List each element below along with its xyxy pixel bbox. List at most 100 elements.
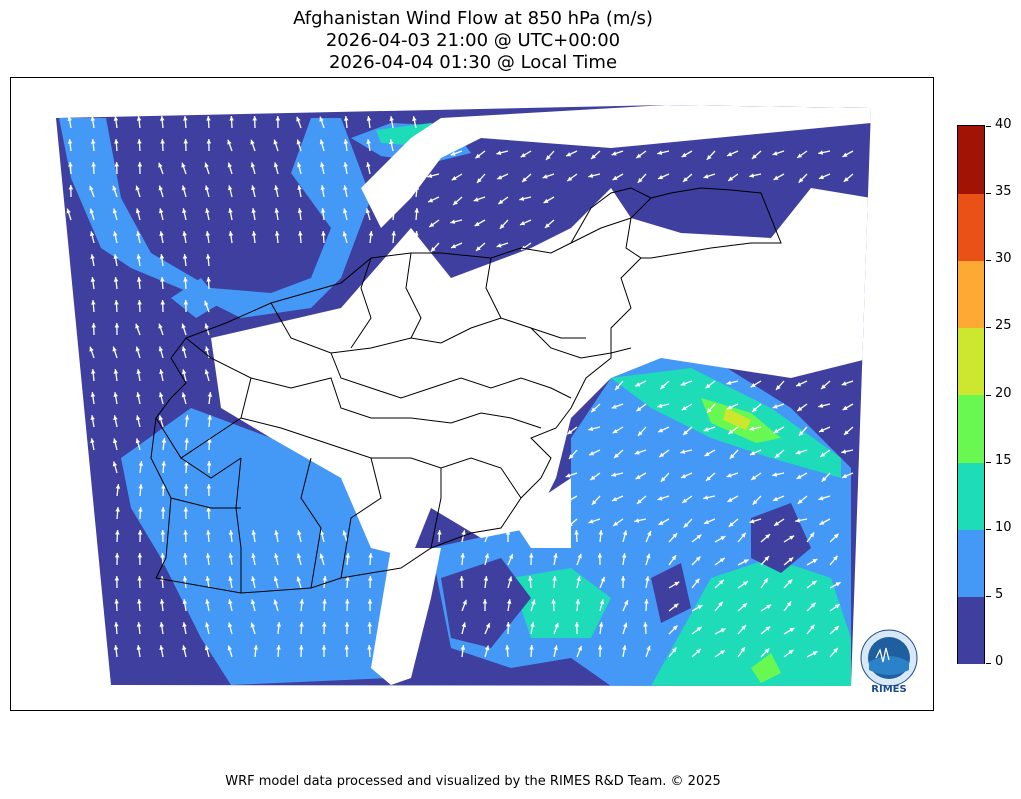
wind-arrow-head bbox=[749, 426, 755, 431]
wind-arrow-head bbox=[660, 476, 666, 482]
colorbar-segment bbox=[958, 461, 984, 530]
wind-arrow-head bbox=[682, 498, 688, 503]
wind-arrow-head bbox=[567, 522, 573, 527]
wind-arrow-head bbox=[727, 151, 733, 157]
wind-arrow-head bbox=[158, 392, 164, 398]
country-border bbox=[570, 187, 652, 244]
wind-arrow-head bbox=[522, 177, 527, 183]
wind-arrow-head bbox=[637, 431, 643, 436]
wind-arrow-head bbox=[482, 599, 488, 604]
colorbar-tick bbox=[986, 260, 991, 262]
wind-arrow-head bbox=[718, 579, 724, 585]
wind-arrow-head bbox=[368, 231, 374, 236]
wind-arrow-head bbox=[227, 162, 232, 168]
wind-arrow-head bbox=[137, 553, 143, 558]
wind-arrow-head bbox=[160, 507, 166, 512]
wind-arrow-head bbox=[842, 405, 848, 410]
wind-arrow-head bbox=[207, 438, 212, 443]
wind-arrow-head bbox=[391, 231, 396, 236]
wind-arrow-head bbox=[90, 369, 96, 374]
wind-arrow-head bbox=[554, 530, 559, 536]
wind-arrow-head bbox=[182, 622, 187, 628]
wind-arrow-head bbox=[135, 208, 141, 214]
wind-arrow-head bbox=[136, 645, 142, 650]
wind-arrow-head bbox=[115, 530, 120, 535]
wind-arrow-head bbox=[749, 173, 755, 178]
wind-arrow-head bbox=[114, 622, 119, 627]
wind-arrow-head bbox=[138, 461, 144, 466]
wind-arrow-head bbox=[68, 185, 74, 190]
colorbar-tick bbox=[986, 193, 991, 195]
wind-arrow-head bbox=[251, 530, 257, 535]
wind-arrow-head bbox=[673, 603, 679, 609]
wind-arrow-head bbox=[484, 553, 490, 559]
wind-arrow-head bbox=[91, 300, 96, 305]
wind-arrow-head bbox=[682, 177, 688, 182]
wind-arrow-head bbox=[181, 162, 186, 168]
wind-arrow-head bbox=[250, 622, 255, 628]
wind-arrow-head bbox=[114, 599, 119, 604]
wind-arrow-head bbox=[296, 576, 301, 582]
wind-arrow-head bbox=[182, 231, 187, 236]
wind-arrow-head bbox=[719, 557, 725, 563]
wind-arrow-head bbox=[228, 231, 234, 236]
wind-arrow-head bbox=[137, 139, 142, 144]
wind-arrow-head bbox=[496, 243, 502, 248]
wind-arrow-head bbox=[114, 139, 119, 144]
wind-arrow-head bbox=[320, 185, 325, 190]
wind-arrow-head bbox=[567, 429, 573, 435]
wind-arrow-head bbox=[485, 530, 490, 536]
wind-arrow-head bbox=[818, 403, 824, 408]
wind-arrow-head bbox=[797, 499, 803, 504]
wind-arrow-head bbox=[274, 553, 279, 559]
wind-arrow-head bbox=[321, 622, 327, 627]
wind-arrow-head bbox=[634, 450, 640, 455]
wind-arrow-head bbox=[388, 162, 394, 168]
colorbar-segment bbox=[958, 595, 984, 664]
wind-arrow-head bbox=[576, 576, 581, 582]
wind-arrow-head bbox=[542, 174, 548, 179]
wind-arrow-head bbox=[645, 576, 650, 581]
wind-arrow-head bbox=[696, 626, 702, 632]
wind-arrow-head bbox=[251, 231, 257, 236]
wind-arrow-head bbox=[227, 645, 232, 651]
wind-arrow-head bbox=[321, 231, 326, 236]
wind-arrow-head bbox=[160, 553, 165, 558]
province-border bbox=[405, 252, 422, 339]
province-border bbox=[330, 352, 572, 399]
country-border bbox=[630, 187, 782, 259]
wind-arrow-head bbox=[113, 369, 119, 374]
wind-arrow-head bbox=[741, 625, 747, 630]
wind-arrow-head bbox=[621, 553, 627, 558]
wind-arrow-head bbox=[742, 603, 748, 608]
wind-arrow-head bbox=[181, 392, 187, 398]
speed-15-20-region bbox=[751, 653, 781, 683]
wind-arrow-head bbox=[183, 300, 189, 305]
wind-arrow-head bbox=[345, 576, 350, 581]
wind-arrow-head bbox=[460, 645, 466, 650]
wind-arrow-head bbox=[205, 231, 211, 236]
colorbar-tick bbox=[986, 528, 991, 530]
speed-20-25-region bbox=[723, 408, 751, 430]
wind-arrow-head bbox=[611, 404, 617, 409]
wind-arrow-head bbox=[205, 208, 210, 214]
wind-arrow-head bbox=[833, 533, 839, 539]
wind-arrow-head bbox=[159, 231, 164, 237]
wind-arrow-head bbox=[795, 518, 801, 523]
colorbar-tick bbox=[986, 461, 991, 463]
wind-arrow-head bbox=[413, 530, 419, 535]
wind-arrow-head bbox=[66, 208, 71, 214]
wind-arrow-head bbox=[251, 208, 256, 213]
wind-arrow-head bbox=[206, 461, 212, 466]
wind-arrow-head bbox=[505, 530, 511, 535]
wind-arrow-head bbox=[789, 535, 795, 540]
map-panel bbox=[10, 77, 934, 711]
wind-arrow-head bbox=[136, 254, 142, 259]
wind-arrow-head bbox=[296, 553, 302, 559]
wind-arrow-head bbox=[598, 530, 604, 535]
wind-arrow-head bbox=[763, 578, 768, 584]
wind-arrow-head bbox=[113, 254, 118, 259]
wind-arrow-head bbox=[818, 496, 824, 501]
wind-arrow-head bbox=[182, 208, 187, 214]
wind-arrow-head bbox=[366, 116, 372, 121]
